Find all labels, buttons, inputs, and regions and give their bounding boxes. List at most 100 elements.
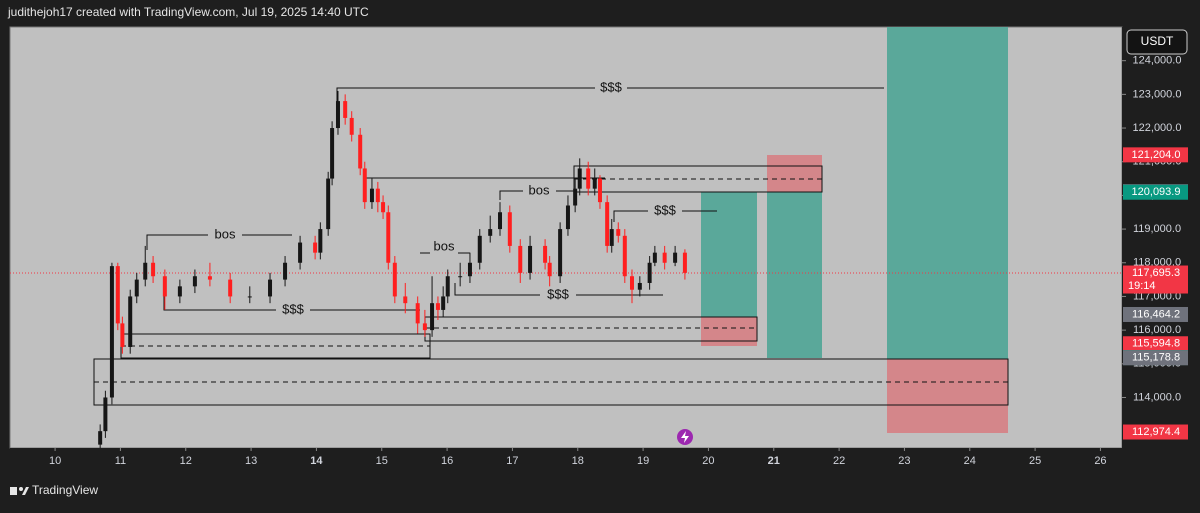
target-zone bbox=[887, 27, 1008, 359]
logo-mark bbox=[10, 487, 17, 495]
candle-body bbox=[283, 262, 288, 280]
candle-body bbox=[143, 262, 148, 280]
x-tick-label: 21 bbox=[768, 455, 780, 467]
price-label: 120,093.9 bbox=[1132, 186, 1181, 198]
candle-body bbox=[415, 303, 420, 324]
candle-body bbox=[498, 212, 503, 230]
currency-button[interactable] bbox=[1126, 29, 1188, 55]
candle-body bbox=[369, 188, 374, 203]
candle-body bbox=[477, 235, 482, 263]
candle-body bbox=[177, 286, 182, 297]
level-line bbox=[336, 87, 595, 103]
candle-body bbox=[488, 229, 493, 236]
y-tick-label: 123,000.0 bbox=[1133, 88, 1182, 100]
bos-line bbox=[146, 234, 208, 250]
candle-body bbox=[268, 279, 273, 297]
price-label-box bbox=[1123, 336, 1188, 352]
x-tick-label: 23 bbox=[898, 455, 910, 467]
price-label-box bbox=[1123, 350, 1188, 366]
level-line bbox=[613, 210, 648, 222]
drawings: $$$ bos $$$ bos bos $$$ $$$ bbox=[93, 27, 1009, 445]
candle-body bbox=[192, 276, 197, 287]
x-tick-label: 25 bbox=[1029, 455, 1041, 467]
candle-body bbox=[403, 296, 408, 304]
bos-line bbox=[499, 190, 523, 200]
price-label-box bbox=[1123, 306, 1188, 322]
x-tick-label: 17 bbox=[506, 455, 518, 467]
x-tick-label: 14 bbox=[310, 455, 323, 467]
candle-body bbox=[435, 303, 440, 310]
annotation: bos bbox=[529, 182, 550, 197]
candle-body bbox=[151, 262, 156, 277]
x-tick-label: 13 bbox=[245, 455, 257, 467]
candle-body bbox=[120, 323, 125, 347]
candle-body bbox=[362, 168, 367, 203]
candle-body bbox=[682, 252, 687, 273]
candle-body bbox=[605, 202, 610, 246]
candle-body bbox=[647, 262, 652, 283]
candle-body bbox=[430, 303, 435, 331]
candle-body bbox=[467, 262, 472, 277]
price-label: 121,204.0 bbox=[1132, 149, 1181, 161]
target-zone bbox=[701, 192, 757, 317]
level-line bbox=[454, 283, 540, 296]
event-icon-bolt bbox=[681, 431, 689, 443]
annotation: bos bbox=[215, 226, 236, 241]
candle-body bbox=[381, 202, 386, 213]
price-axis bbox=[1122, 27, 1200, 475]
x-tick-label: 24 bbox=[964, 455, 976, 467]
x-tick-label: 18 bbox=[572, 455, 584, 467]
candle-body bbox=[637, 282, 642, 290]
y-tick-label: 124,000.0 bbox=[1133, 55, 1182, 67]
candle-body bbox=[609, 229, 614, 246]
candle-body bbox=[207, 276, 212, 280]
target-zone bbox=[767, 192, 822, 358]
candle-body bbox=[547, 262, 552, 277]
price-label: 115,178.8 bbox=[1132, 352, 1180, 364]
candle-body bbox=[375, 188, 380, 203]
annotation: $$$ bbox=[547, 286, 569, 301]
candle-body bbox=[518, 245, 523, 273]
candle-body bbox=[543, 245, 548, 263]
candle-body bbox=[335, 101, 340, 129]
price-label: 112,974.4 bbox=[1132, 426, 1180, 438]
candle-body bbox=[298, 242, 303, 263]
x-tick-label: 15 bbox=[376, 455, 388, 467]
annotation: $$$ bbox=[600, 79, 622, 94]
stop-zone bbox=[701, 317, 757, 346]
candles bbox=[98, 90, 687, 448]
time-axis bbox=[10, 448, 1122, 475]
candle-body bbox=[326, 178, 331, 230]
y-tick-label: 114,000.0 bbox=[1133, 391, 1181, 403]
candle-body bbox=[358, 134, 363, 169]
price-label-box bbox=[1123, 424, 1188, 440]
header: judithejoh17 created with TradingView.co… bbox=[7, 5, 369, 19]
candle-body bbox=[115, 266, 120, 324]
candle-body bbox=[422, 323, 427, 331]
candle-body bbox=[98, 431, 103, 445]
price-label-box bbox=[1123, 184, 1188, 200]
candle-body bbox=[597, 178, 602, 203]
x-tick-label: 10 bbox=[49, 455, 61, 467]
candle-body bbox=[343, 101, 348, 118]
stop-zone bbox=[887, 359, 1008, 433]
price-label: 116,464.2 bbox=[1132, 308, 1180, 320]
candle-body bbox=[458, 276, 463, 278]
x-tick-label: 11 bbox=[115, 455, 126, 467]
y-tick-label: 116,000.0 bbox=[1133, 324, 1181, 336]
candle-body bbox=[128, 296, 133, 347]
candle-body bbox=[392, 262, 397, 297]
price-label: 117,695.3 bbox=[1132, 267, 1180, 279]
candle-body bbox=[622, 235, 627, 277]
candle-body bbox=[228, 279, 233, 297]
y-tick-label: 122,000.0 bbox=[1133, 122, 1182, 134]
x-tick-label: 16 bbox=[441, 455, 453, 467]
candle-body bbox=[577, 168, 582, 189]
candle-body bbox=[103, 397, 108, 432]
candle-body bbox=[330, 128, 335, 179]
candle-body bbox=[652, 252, 657, 263]
candle-body bbox=[445, 276, 450, 297]
countdown: 19:14 bbox=[1128, 280, 1156, 292]
x-tick-label: 22 bbox=[833, 455, 845, 467]
